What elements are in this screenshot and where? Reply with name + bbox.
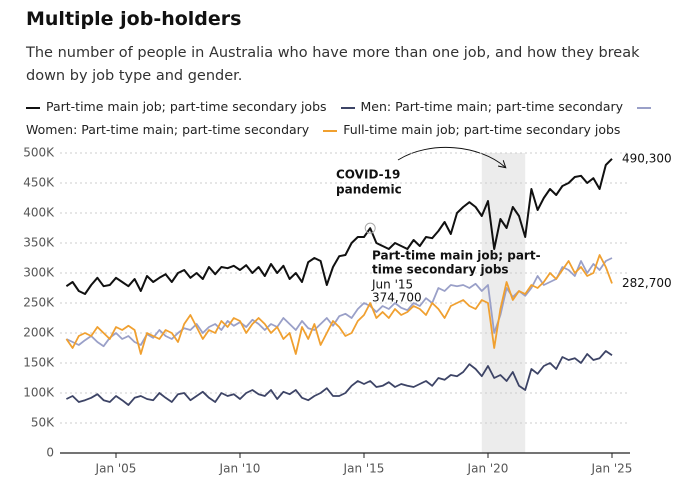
y-tick-label: 150K (23, 356, 55, 370)
y-tick-label: 100K (23, 386, 55, 400)
x-tick-label: Jan '10 (219, 462, 261, 476)
y-tick-label: 400K (23, 206, 55, 220)
annotation: COVID-19 (336, 168, 400, 182)
highlight-point (364, 222, 376, 234)
y-tick-label: 200K (23, 326, 55, 340)
legend-item: Full-time main job; part-time secondary … (323, 122, 620, 137)
y-tick-label: 300K (23, 266, 55, 280)
legend-swatch (323, 129, 338, 132)
series-line (66, 350, 613, 406)
y-tick-label: 50K (31, 416, 55, 430)
x-tick-label: Jan '15 (343, 462, 385, 476)
x-tick-label: Jan '20 (467, 462, 509, 476)
legend-label: Full-time main job; part-time secondary … (343, 122, 621, 137)
x-tick-label: Jan '05 (95, 462, 137, 476)
arrow (397, 146, 505, 167)
series-line (65, 158, 613, 295)
legend-label: Men: Part-time main; part-time secondary (360, 99, 624, 114)
series-line (65, 254, 613, 355)
y-tick-label: 350K (23, 236, 55, 250)
annotation: pandemic (336, 183, 402, 197)
legend-label: Women: Part-time main; part-time seconda… (26, 122, 310, 137)
annotation: time secondary jobs (372, 263, 509, 277)
annotation: Part-time main job; part- (372, 249, 541, 263)
legend-swatch (340, 106, 355, 109)
legend-item: Men: Part-time main; part-time secondary (340, 99, 624, 114)
chart-subtitle: The number of people in Australia who ha… (26, 45, 640, 84)
chart-title: Multiple job-holders (26, 8, 242, 30)
legend-label: Part-time main job; part-time secondary … (46, 99, 327, 114)
x-tick-label: Jan '25 (591, 462, 633, 476)
legend-swatch (637, 106, 652, 109)
annotation-date: Jun '15 (371, 278, 413, 292)
y-tick-label: 500K (23, 146, 55, 160)
y-tick-label: 0 (46, 446, 54, 460)
legend-item: Part-time main job; part-time secondary … (26, 99, 327, 114)
y-tick-label: 250K (23, 296, 55, 310)
annotation-value: 374,700 (372, 291, 422, 305)
legend: Part-time main job; part-time secondary … (26, 95, 676, 141)
legend-item: Women: Part-time main; part-time seconda… (26, 99, 657, 137)
end-label: 282,700 (622, 276, 672, 290)
y-tick-label: 450K (23, 176, 55, 190)
legend-swatch (26, 106, 40, 109)
end-label: 490,300 (622, 151, 672, 165)
